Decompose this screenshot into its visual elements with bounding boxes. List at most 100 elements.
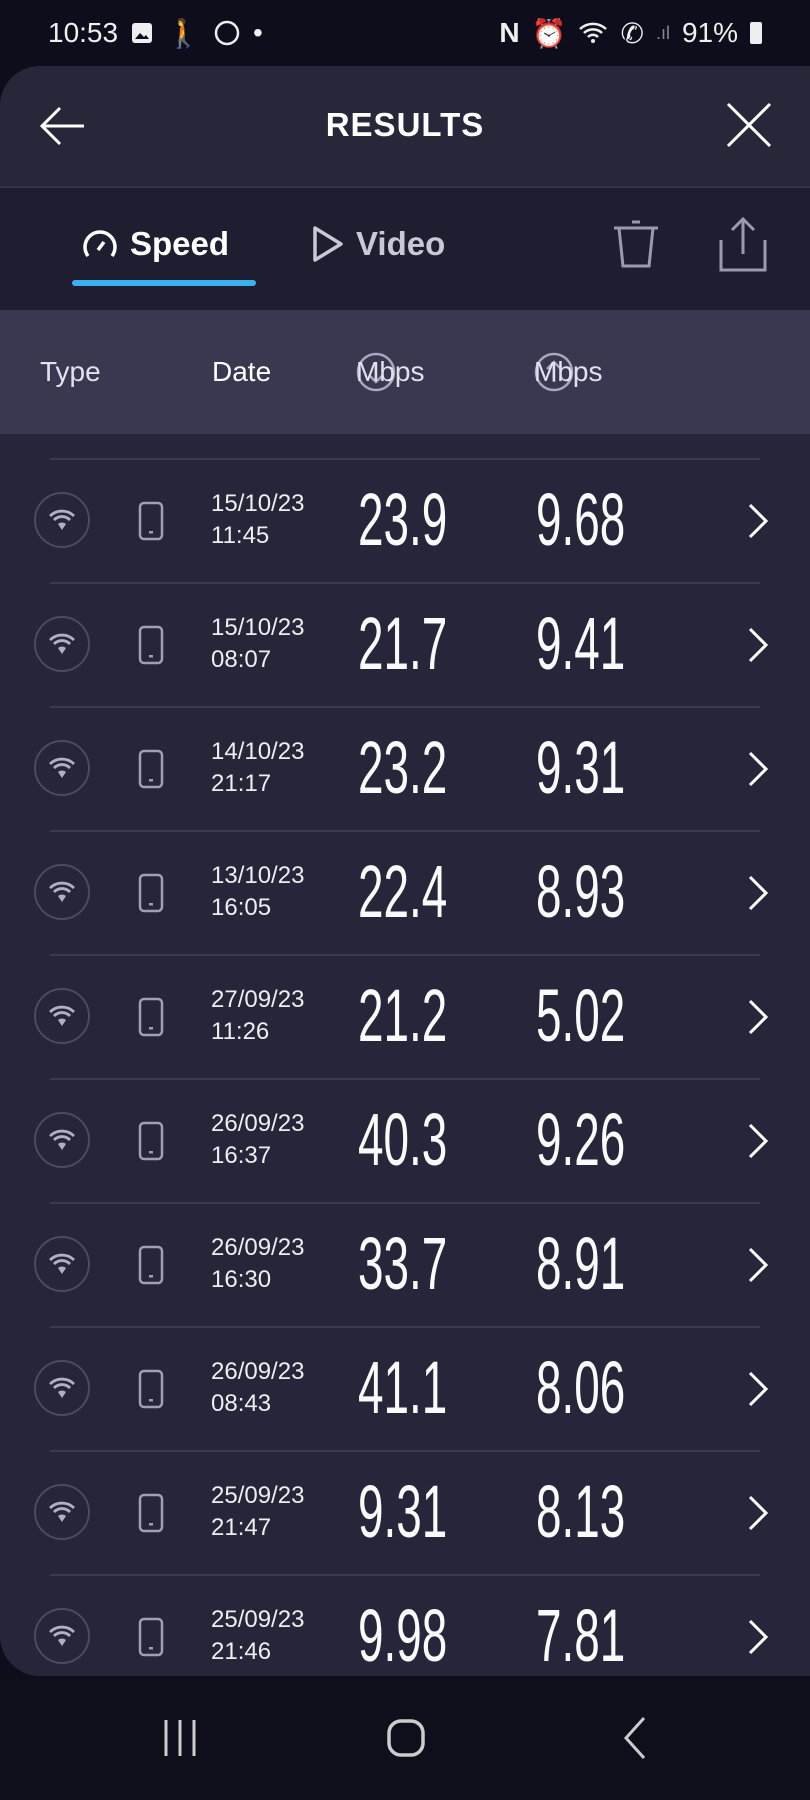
row-datetime: 26/09/23 16:30 [211,1232,304,1296]
row-datetime: 15/10/23 08:07 [211,612,304,676]
row-date: 25/09/23 [211,1482,305,1509]
row-date: 26/09/23 [211,1358,305,1385]
download-speed: 41.1 [358,1346,448,1429]
row-divider [50,1574,760,1576]
wifi-type-icon [34,616,90,672]
row-date: 25/09/23 [211,1606,305,1633]
wifi-type-icon [34,492,90,548]
chevron-right-icon[interactable] [746,1494,770,1532]
download-speed: 40.3 [358,1098,448,1181]
row-datetime: 25/09/23 21:47 [211,1480,304,1544]
upload-speed: 7.81 [536,1594,626,1676]
row-date: 14/10/23 [211,738,305,765]
wifi-type-icon [34,1608,90,1664]
result-row[interactable]: 15/10/23 08:07 21.7 9.41 [0,582,810,706]
row-time: 16:37 [211,1142,272,1169]
back-arrow-icon[interactable] [36,100,88,152]
row-date: 15/10/23 [211,490,305,517]
phone-icon [138,873,164,913]
row-divider [50,954,760,956]
row-datetime: 26/09/23 16:37 [211,1108,304,1172]
result-row[interactable]: 26/09/23 08:43 41.1 8.06 [0,1326,810,1450]
wifi-type-icon [34,988,90,1044]
column-header: Type Date Mbps Mbps [0,310,810,434]
upload-speed: 9.26 [536,1098,626,1181]
result-row[interactable]: 15/10/23 11:45 23.9 9.68 [0,458,810,582]
row-divider [50,582,760,584]
row-time: 11:26 [211,1018,270,1045]
wifi-type-icon [34,864,90,920]
back-nav-icon[interactable] [620,1716,650,1760]
download-speed: 23.2 [358,726,448,809]
tab-label: Speed [130,225,230,262]
wifi-type-icon [34,1236,90,1292]
tab-speed[interactable]: Speed [80,224,229,264]
row-divider [50,1202,760,1204]
column-date[interactable]: Date [212,356,272,387]
download-speed: 21.2 [358,974,448,1057]
row-divider [50,1450,760,1452]
page-title: RESULTS [325,106,485,143]
results-panel: RESULTS Speed Video Type Date Mbps Mbps … [0,66,810,1676]
result-row[interactable]: 14/10/23 21:17 23.2 9.31 [0,706,810,830]
wifi-calling-icon: ✆ [620,17,644,49]
phone-icon [138,625,164,665]
phone-icon [138,1121,164,1161]
row-date: 13/10/23 [211,862,305,889]
share-icon[interactable] [718,216,768,272]
column-upload[interactable]: Mbps [534,352,602,392]
upload-speed: 8.93 [536,850,626,933]
chevron-right-icon[interactable] [746,1122,770,1160]
chevron-right-icon[interactable] [746,1618,770,1656]
result-row[interactable]: 25/09/23 21:46 9.98 7.81 [0,1574,810,1676]
dot-icon: • [252,17,263,48]
row-time: 16:30 [211,1266,272,1293]
trash-icon[interactable] [612,220,660,270]
phone-icon [138,749,164,789]
tab-bar: Speed Video [0,188,810,310]
chevron-right-icon[interactable] [746,750,770,788]
walking-icon: 🚶 [166,17,201,49]
wifi-type-icon [34,1360,90,1416]
row-datetime: 13/10/23 16:05 [211,860,304,924]
result-row[interactable]: 13/10/23 16:05 22.4 8.93 [0,830,810,954]
chevron-right-icon[interactable] [746,502,770,540]
row-time: 11:45 [211,522,270,549]
result-row[interactable]: 26/09/23 16:30 33.7 8.91 [0,1202,810,1326]
home-icon[interactable] [386,1718,426,1758]
download-speed: 22.4 [358,850,448,933]
chevron-right-icon[interactable] [746,1370,770,1408]
chevron-right-icon[interactable] [746,998,770,1036]
result-row[interactable]: 27/09/23 11:26 21.2 5.02 [0,954,810,1078]
upload-speed: 8.06 [536,1346,626,1429]
download-speed: 9.31 [358,1470,448,1553]
row-datetime: 27/09/23 11:26 [211,984,304,1048]
upload-speed: 8.13 [536,1470,626,1553]
upload-speed: 5.02 [536,974,626,1057]
row-time: 21:46 [211,1638,272,1665]
row-date: 26/09/23 [211,1234,305,1261]
recent-apps-icon[interactable] [160,1718,200,1758]
row-time: 21:47 [211,1514,272,1541]
navigation-bar [0,1676,810,1800]
column-download[interactable]: Mbps [356,352,424,392]
upload-speed: 9.41 [536,602,626,685]
phone-icon [138,1245,164,1285]
chevron-right-icon[interactable] [746,874,770,912]
upload-arrow-icon [534,352,574,392]
phone-icon [138,1369,164,1409]
chevron-right-icon[interactable] [746,1246,770,1284]
download-speed: 23.9 [358,478,448,561]
status-bar: 10:53 🚶 • N ⏰ ✆ .ıl 91% [0,0,810,66]
column-type: Type [40,356,101,387]
phone-icon [138,997,164,1037]
result-row[interactable]: 25/09/23 21:47 9.31 8.13 [0,1450,810,1574]
row-datetime: 15/10/23 11:45 [211,488,304,552]
speedometer-icon [83,230,117,258]
battery-icon [750,22,762,44]
tab-video[interactable]: Video [310,224,445,264]
chevron-right-icon[interactable] [746,626,770,664]
result-row[interactable]: 26/09/23 16:37 40.3 9.26 [0,1078,810,1202]
gallery-icon [132,23,153,43]
close-icon[interactable] [724,100,774,150]
